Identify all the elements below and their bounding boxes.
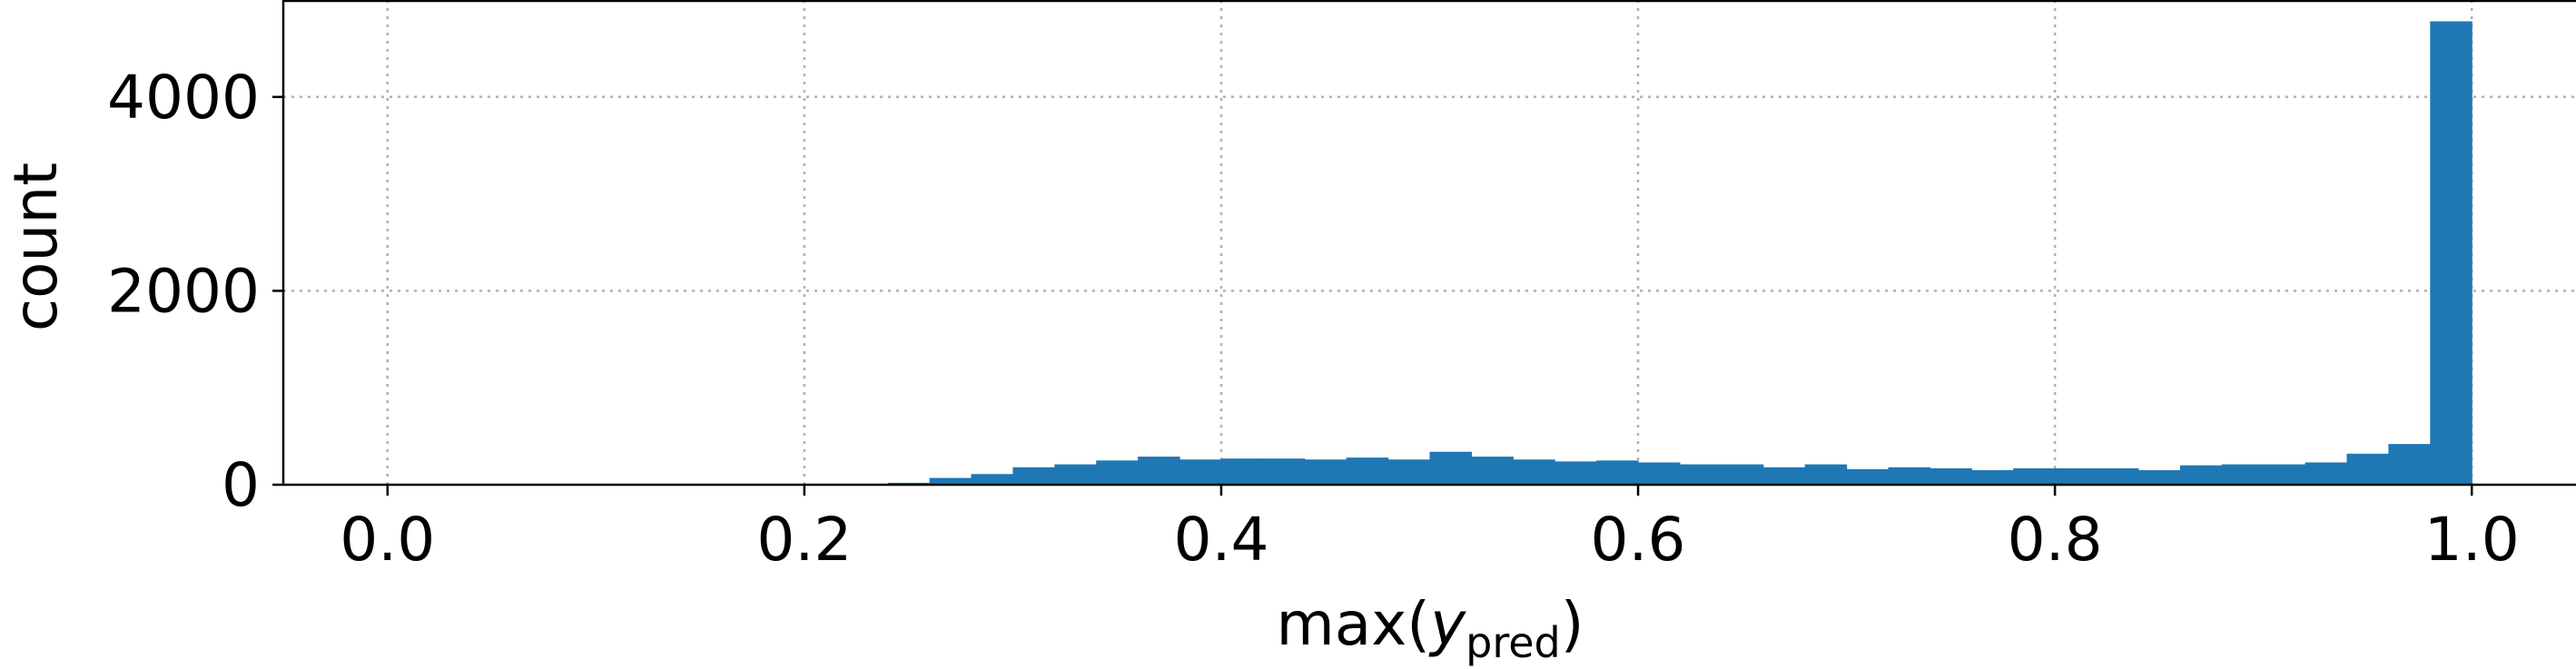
- histogram-bar: [2346, 453, 2390, 485]
- histogram-bar: [1138, 457, 1180, 485]
- histogram-bar: [2305, 462, 2348, 485]
- histogram-bar: [929, 477, 972, 485]
- histogram-bar: [1679, 464, 1722, 485]
- histogram-bar: [1638, 462, 1681, 485]
- histogram-bar: [1012, 467, 1055, 485]
- histogram-bar: [1262, 458, 1306, 485]
- histogram-bar: [1554, 461, 1597, 485]
- axis-ticks: [272, 95, 2473, 496]
- histogram-bar: [1513, 459, 1555, 485]
- histogram-bar: [1930, 467, 1972, 485]
- histogram-bar: [2137, 469, 2181, 485]
- y-tick-label: 2000: [107, 256, 260, 326]
- histogram-bar: [1471, 457, 1514, 485]
- histogram-bar: [1762, 467, 1806, 485]
- x-tick-label: 0.8: [2008, 505, 2103, 575]
- histogram-bar: [1429, 451, 1473, 485]
- histogram-bar: [1846, 468, 1890, 485]
- y-axis-label: count: [1, 162, 71, 331]
- histogram-bar: [2179, 465, 2223, 485]
- histogram-bar: [2097, 467, 2139, 485]
- histogram-bar: [1304, 459, 1347, 485]
- histogram-bar: [1387, 459, 1431, 485]
- y-tick-label: 0: [222, 450, 260, 520]
- histogram-bar: [1888, 467, 1931, 485]
- histogram-bar: [1096, 460, 1139, 485]
- histogram-bar: [2013, 467, 2056, 485]
- x-tick-labels: 0.0 0.2 0.4 0.6 0.8 1.0: [340, 505, 2519, 575]
- histogram-bars: [887, 21, 2472, 485]
- grid-lines: [283, 0, 2576, 485]
- x-tick-label: 0.0: [340, 505, 435, 575]
- histogram-bar: [1971, 469, 2014, 485]
- x-tick-label: 1.0: [2424, 505, 2520, 575]
- histogram-bar: [1220, 458, 1264, 485]
- x-tick-label: 0.6: [1591, 505, 1686, 575]
- histogram-bar: [1054, 464, 1097, 485]
- y-tick-labels: 0 2000 4000: [107, 63, 260, 520]
- histogram-bar: [1346, 457, 1389, 485]
- histogram-bar: [2263, 464, 2306, 485]
- x-axis-label: max(ypred): [1277, 589, 1584, 667]
- histogram-bar: [2388, 444, 2431, 485]
- histogram-bar: [2055, 467, 2097, 485]
- plot-frame: [281, 0, 2576, 487]
- histogram-bar: [2221, 464, 2265, 485]
- histogram-bar: [1179, 459, 1222, 485]
- x-tick-label: 0.4: [1173, 505, 1268, 575]
- histogram-bar: [1721, 464, 1764, 485]
- y-tick-label: 4000: [107, 63, 260, 133]
- x-tick-label: 0.2: [756, 505, 852, 575]
- histogram-bar: [971, 474, 1014, 485]
- histogram-bar: [1596, 460, 1639, 485]
- histogram-bar: [2430, 21, 2472, 485]
- histogram-bar: [1804, 464, 1848, 485]
